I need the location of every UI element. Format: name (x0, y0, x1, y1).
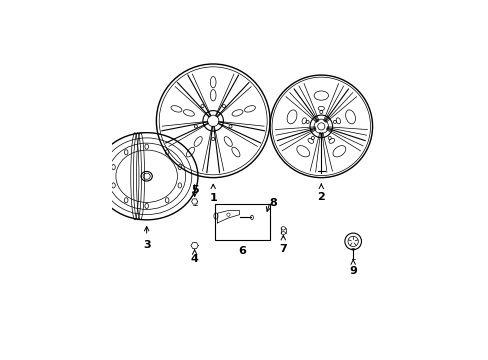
Text: 5: 5 (190, 185, 198, 194)
Text: 9: 9 (348, 266, 356, 276)
Text: 1: 1 (209, 193, 217, 203)
Text: 6: 6 (238, 246, 246, 256)
Text: 2: 2 (317, 192, 325, 202)
Text: 4: 4 (190, 254, 198, 264)
Bar (214, 204, 269, 240)
Text: 3: 3 (142, 240, 150, 250)
Polygon shape (191, 199, 197, 204)
Polygon shape (191, 242, 198, 249)
Text: 7: 7 (279, 244, 286, 254)
Text: 8: 8 (268, 198, 276, 208)
